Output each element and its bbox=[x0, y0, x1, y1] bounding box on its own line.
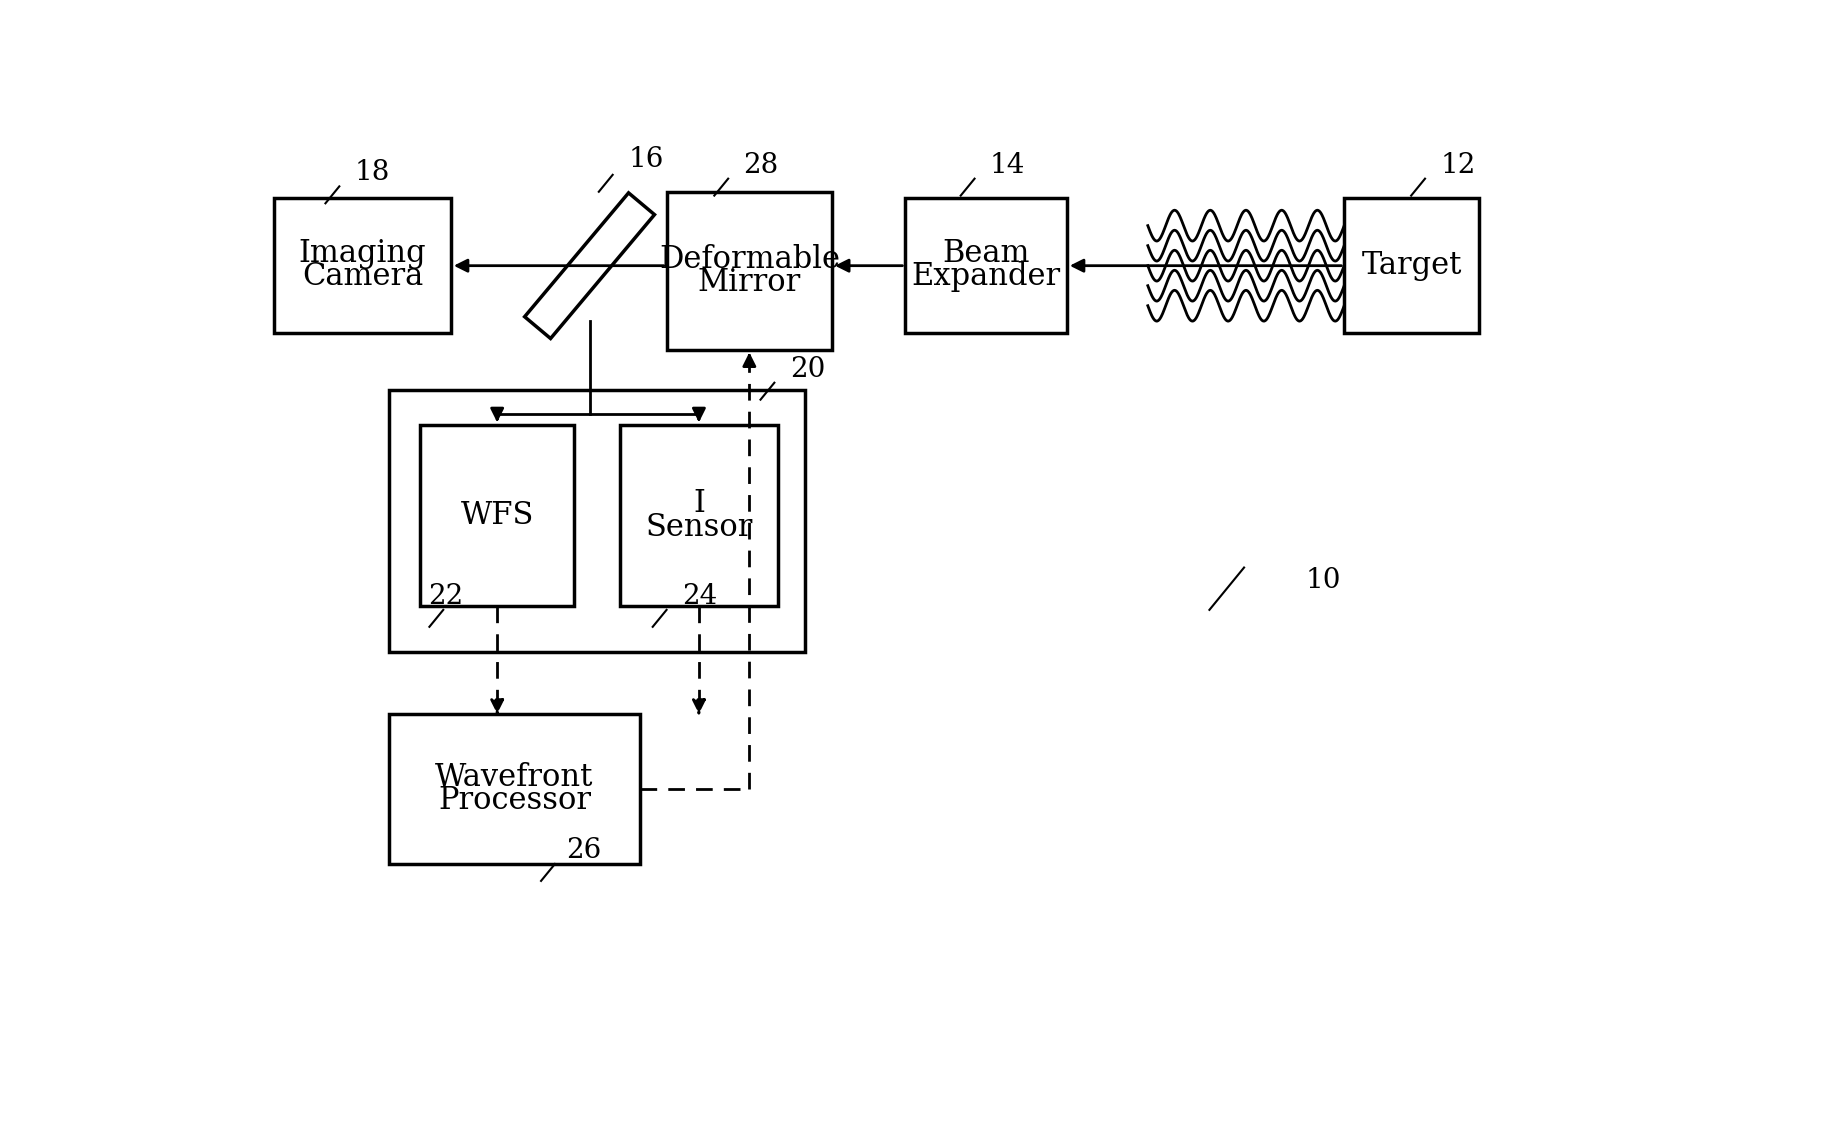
Bar bbox=[390, 713, 639, 864]
Bar bbox=[620, 425, 779, 605]
Text: Beam: Beam bbox=[941, 239, 1030, 269]
Text: Mirror: Mirror bbox=[698, 267, 801, 298]
Text: 16: 16 bbox=[628, 147, 663, 174]
Text: 20: 20 bbox=[790, 356, 825, 383]
Polygon shape bbox=[524, 193, 655, 339]
Text: 24: 24 bbox=[681, 583, 718, 610]
Text: 22: 22 bbox=[428, 583, 463, 610]
Text: Deformable: Deformable bbox=[659, 243, 840, 275]
Text: Target: Target bbox=[1361, 250, 1462, 281]
Text: Expander: Expander bbox=[912, 261, 1061, 292]
Text: 10: 10 bbox=[1305, 568, 1342, 594]
Text: Processor: Processor bbox=[438, 785, 591, 816]
Bar bbox=[273, 198, 450, 333]
Bar bbox=[666, 192, 833, 350]
Text: Camera: Camera bbox=[301, 261, 423, 292]
Bar bbox=[421, 425, 574, 605]
Text: 26: 26 bbox=[567, 837, 602, 864]
Text: WFS: WFS bbox=[460, 500, 533, 531]
Text: 28: 28 bbox=[744, 152, 779, 178]
Text: 12: 12 bbox=[1440, 152, 1475, 178]
Bar bbox=[1344, 198, 1479, 333]
Text: Sensor: Sensor bbox=[646, 511, 753, 543]
Bar bbox=[390, 391, 805, 652]
Text: Wavefront: Wavefront bbox=[436, 762, 594, 793]
Text: Imaging: Imaging bbox=[299, 239, 426, 269]
Text: 14: 14 bbox=[989, 152, 1025, 178]
Text: 18: 18 bbox=[354, 159, 390, 186]
Bar bbox=[905, 198, 1067, 333]
Text: I: I bbox=[694, 488, 705, 519]
